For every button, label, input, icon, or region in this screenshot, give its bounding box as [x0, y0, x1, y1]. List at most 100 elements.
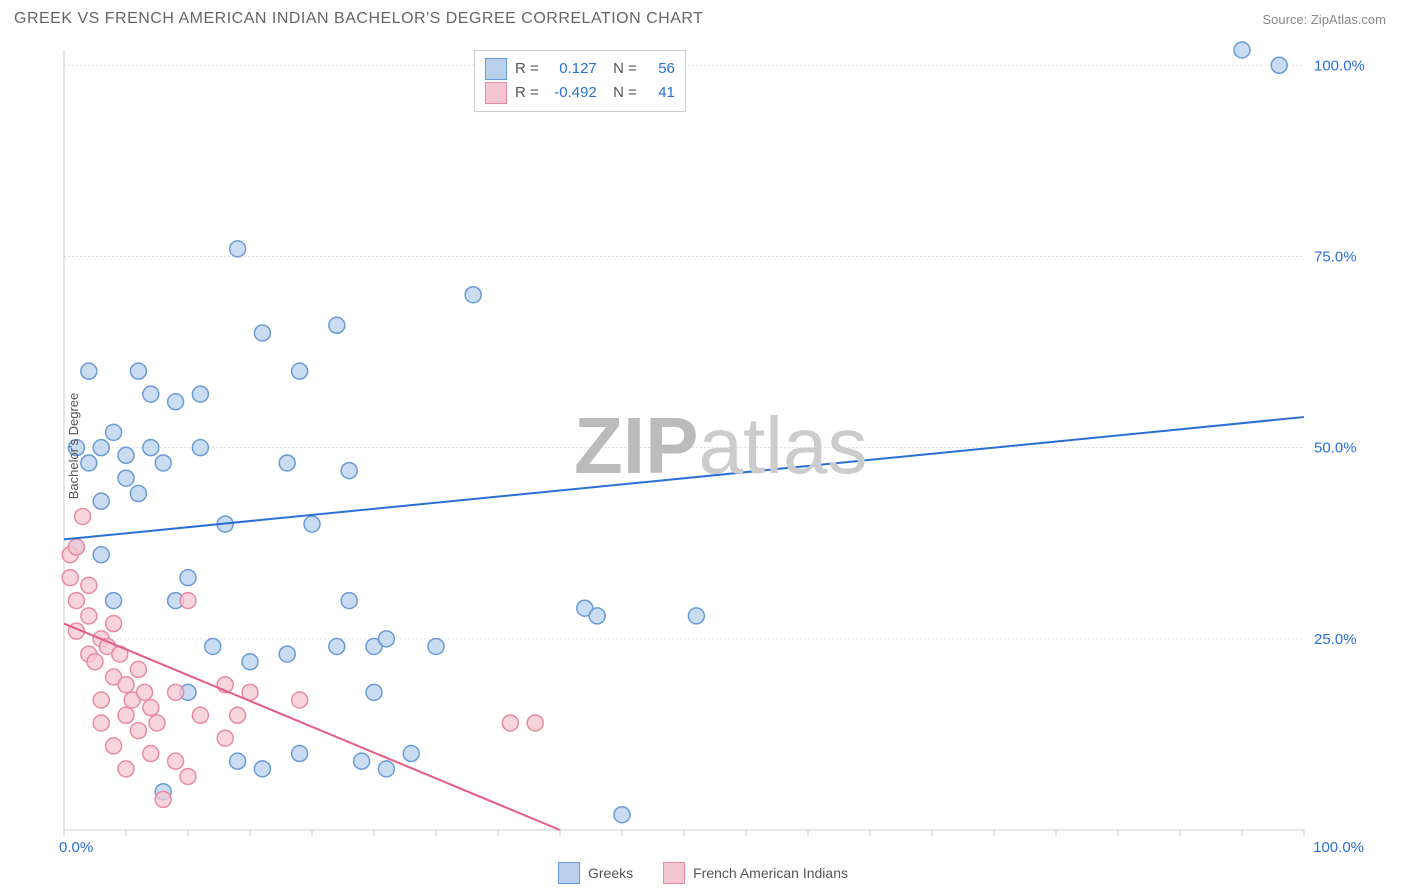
stat-r-value: -0.492: [547, 81, 597, 105]
data-point: [93, 715, 109, 731]
data-point: [93, 547, 109, 563]
data-point: [180, 768, 196, 784]
stats-row: R =0.127 N =56: [485, 57, 675, 81]
data-point: [68, 539, 84, 555]
stat-r-label: R =: [515, 81, 539, 105]
data-point: [93, 493, 109, 509]
data-point: [205, 638, 221, 654]
data-point: [304, 516, 320, 532]
svg-text:75.0%: 75.0%: [1314, 248, 1357, 265]
data-point: [230, 707, 246, 723]
legend-swatch: [663, 862, 685, 884]
data-point: [279, 455, 295, 471]
data-point: [118, 447, 134, 463]
svg-text:0.0%: 0.0%: [59, 839, 93, 856]
legend-item: Greeks: [558, 862, 633, 884]
data-point: [403, 746, 419, 762]
legend-label: Greeks: [588, 865, 633, 881]
data-point: [81, 455, 97, 471]
data-point: [106, 616, 122, 632]
stat-n-label: N =: [605, 57, 637, 81]
data-point: [192, 440, 208, 456]
chart-title: GREEK VS FRENCH AMERICAN INDIAN BACHELOR…: [14, 10, 703, 28]
data-point: [230, 753, 246, 769]
data-point: [149, 715, 165, 731]
data-point: [118, 761, 134, 777]
data-point: [378, 761, 394, 777]
data-point: [130, 363, 146, 379]
data-point: [168, 753, 184, 769]
scatter-chart: 25.0% 50.0% 75.0% 100.0% 0.0% 100.0%: [14, 40, 1384, 860]
data-point: [366, 684, 382, 700]
data-point: [1234, 42, 1250, 58]
data-point: [62, 570, 78, 586]
data-point: [130, 723, 146, 739]
data-point: [180, 570, 196, 586]
data-point: [254, 761, 270, 777]
source-value: ZipAtlas.com: [1311, 12, 1386, 27]
data-point: [155, 455, 171, 471]
legend-label: French American Indians: [693, 865, 848, 881]
chart-container: Bachelor's Degree 25.0% 50.0% 75.0% 100.0% 0…: [14, 40, 1386, 852]
data-point: [143, 440, 159, 456]
svg-text:50.0%: 50.0%: [1314, 440, 1357, 457]
data-point: [614, 807, 630, 823]
data-point: [292, 363, 308, 379]
data-point: [465, 287, 481, 303]
data-point: [192, 386, 208, 402]
data-point: [93, 692, 109, 708]
stat-n-value: 41: [645, 81, 675, 105]
legend-swatch: [485, 58, 507, 80]
data-point: [180, 593, 196, 609]
data-point: [192, 707, 208, 723]
data-point: [81, 363, 97, 379]
data-point: [589, 608, 605, 624]
data-point: [341, 593, 357, 609]
data-point: [143, 700, 159, 716]
data-point: [155, 791, 171, 807]
data-point: [137, 684, 153, 700]
data-point: [143, 386, 159, 402]
data-point: [81, 608, 97, 624]
data-point: [143, 746, 159, 762]
svg-text:100.0%: 100.0%: [1314, 57, 1365, 74]
y-axis-label: Bachelor's Degree: [66, 393, 81, 500]
data-point: [279, 646, 295, 662]
data-point: [329, 317, 345, 333]
stat-n-label: N =: [605, 81, 637, 105]
data-point: [130, 661, 146, 677]
data-point: [87, 654, 103, 670]
data-point: [292, 692, 308, 708]
data-point: [354, 753, 370, 769]
data-point: [254, 325, 270, 341]
data-point: [242, 654, 258, 670]
series-legend: Greeks French American Indians: [0, 862, 1406, 884]
data-point: [1271, 57, 1287, 73]
source-label: Source:: [1262, 12, 1310, 27]
legend-item: French American Indians: [663, 862, 848, 884]
data-point: [168, 394, 184, 410]
data-point: [502, 715, 518, 731]
data-point: [688, 608, 704, 624]
data-point: [527, 715, 543, 731]
svg-text:25.0%: 25.0%: [1314, 631, 1357, 648]
legend-swatch: [485, 82, 507, 104]
data-point: [106, 738, 122, 754]
data-point: [230, 241, 246, 257]
stat-r-label: R =: [515, 57, 539, 81]
correlation-stats-legend: R =0.127 N =56R =-0.492 N =41: [474, 50, 686, 112]
data-point: [106, 424, 122, 440]
header: GREEK VS FRENCH AMERICAN INDIAN BACHELOR…: [0, 0, 1406, 28]
data-point: [68, 593, 84, 609]
data-point: [118, 470, 134, 486]
data-point: [292, 746, 308, 762]
data-point: [341, 463, 357, 479]
data-point: [130, 486, 146, 502]
data-point: [118, 677, 134, 693]
data-point: [75, 508, 91, 524]
svg-text:100.0%: 100.0%: [1313, 839, 1364, 856]
data-point: [329, 638, 345, 654]
data-point: [168, 684, 184, 700]
data-point: [81, 577, 97, 593]
stat-r-value: 0.127: [547, 57, 597, 81]
